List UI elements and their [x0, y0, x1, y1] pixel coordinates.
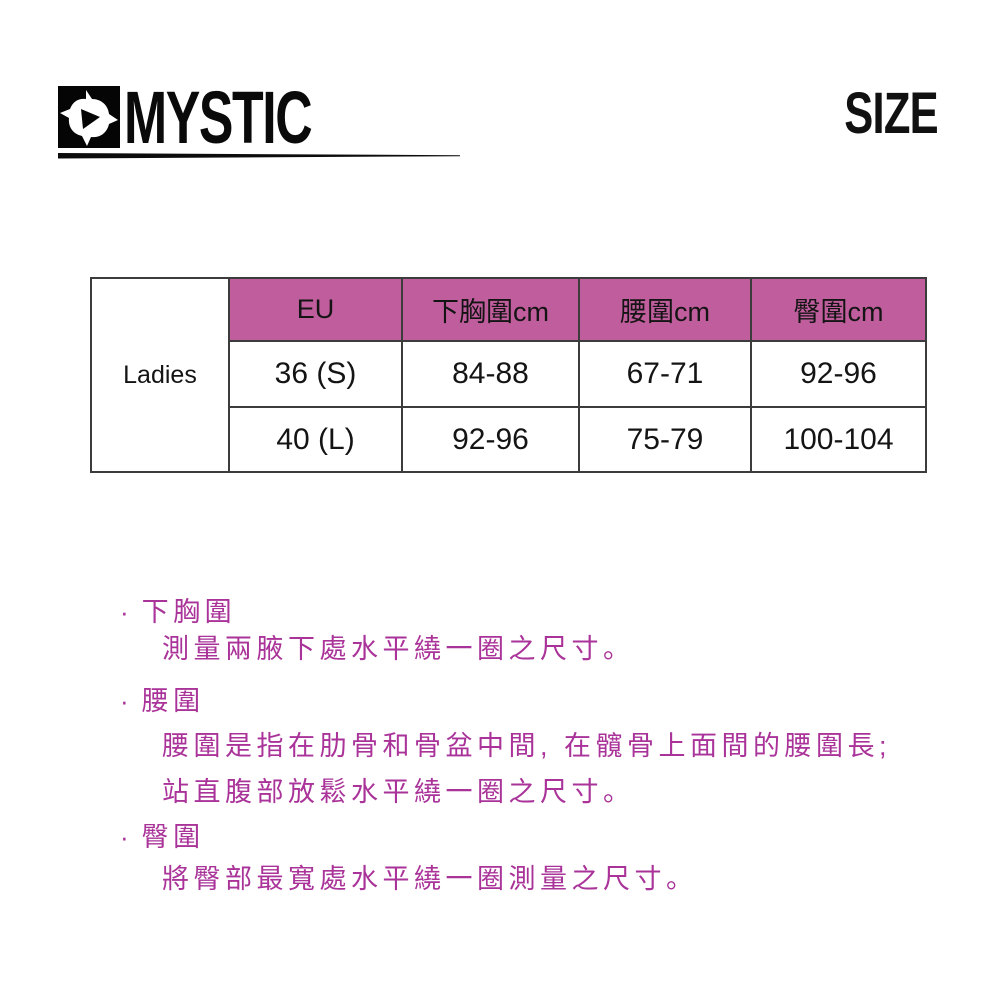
note-text-waist-2: 站直腹部放鬆水平繞一圈之尺寸。	[162, 777, 635, 807]
column-header-waist: 腰圍cm	[578, 277, 752, 342]
column-header-underbust: 下胸圍cm	[401, 277, 580, 342]
note-title: 下胸圍	[141, 597, 237, 627]
cell-underbust: 92-96	[401, 406, 580, 473]
note-text-waist-1: 腰圍是指在肋骨和骨盆中間, 在髖骨上面間的腰圍長;	[162, 731, 892, 761]
page-title: SIZE	[844, 81, 938, 146]
column-header-hip: 臀圍cm	[750, 277, 927, 342]
cell-underbust: 84-88	[401, 340, 580, 408]
cell-eu-size: 40 (L)	[228, 406, 403, 473]
brand-wordmark: MYSTIC	[124, 76, 313, 159]
note-text-underbust: 測量兩腋下處水平繞一圈之尺寸。	[162, 634, 635, 664]
table-row-size-l: 40 (L) 92-96 75-79 100-104	[91, 406, 927, 473]
cell-hip: 92-96	[750, 340, 927, 408]
row-group-label: Ladies	[90, 277, 230, 473]
logo-underline-rule	[58, 147, 462, 159]
table-row-size-s: 36 (S) 84-88 67-71 92-96	[91, 340, 927, 408]
cell-waist: 67-71	[578, 340, 752, 408]
note-heading-underbust: · 下胸圍	[120, 596, 236, 628]
bullet-icon: ·	[120, 686, 129, 716]
note-heading-waist: · 腰圍	[120, 685, 205, 717]
cell-eu-size: 36 (S)	[228, 340, 403, 408]
note-text-hip: 將臀部最寬處水平繞一圈測量之尺寸。	[162, 864, 698, 894]
column-header-eu: EU	[228, 277, 403, 342]
bullet-icon: ·	[120, 597, 129, 627]
cell-waist: 75-79	[578, 406, 752, 473]
note-title: 腰圍	[141, 686, 205, 716]
bullet-icon: ·	[120, 822, 129, 852]
cell-hip: 100-104	[750, 406, 927, 473]
note-title: 臀圍	[141, 822, 205, 852]
size-table: Ladies EU 下胸圍cm 腰圍cm 臀圍cm 36 (S) 84-88 6…	[90, 277, 927, 473]
note-heading-hip: · 臀圍	[120, 821, 205, 853]
mystic-logo-icon	[58, 86, 120, 148]
table-header-row: Ladies EU 下胸圍cm 腰圍cm 臀圍cm	[90, 277, 927, 473]
